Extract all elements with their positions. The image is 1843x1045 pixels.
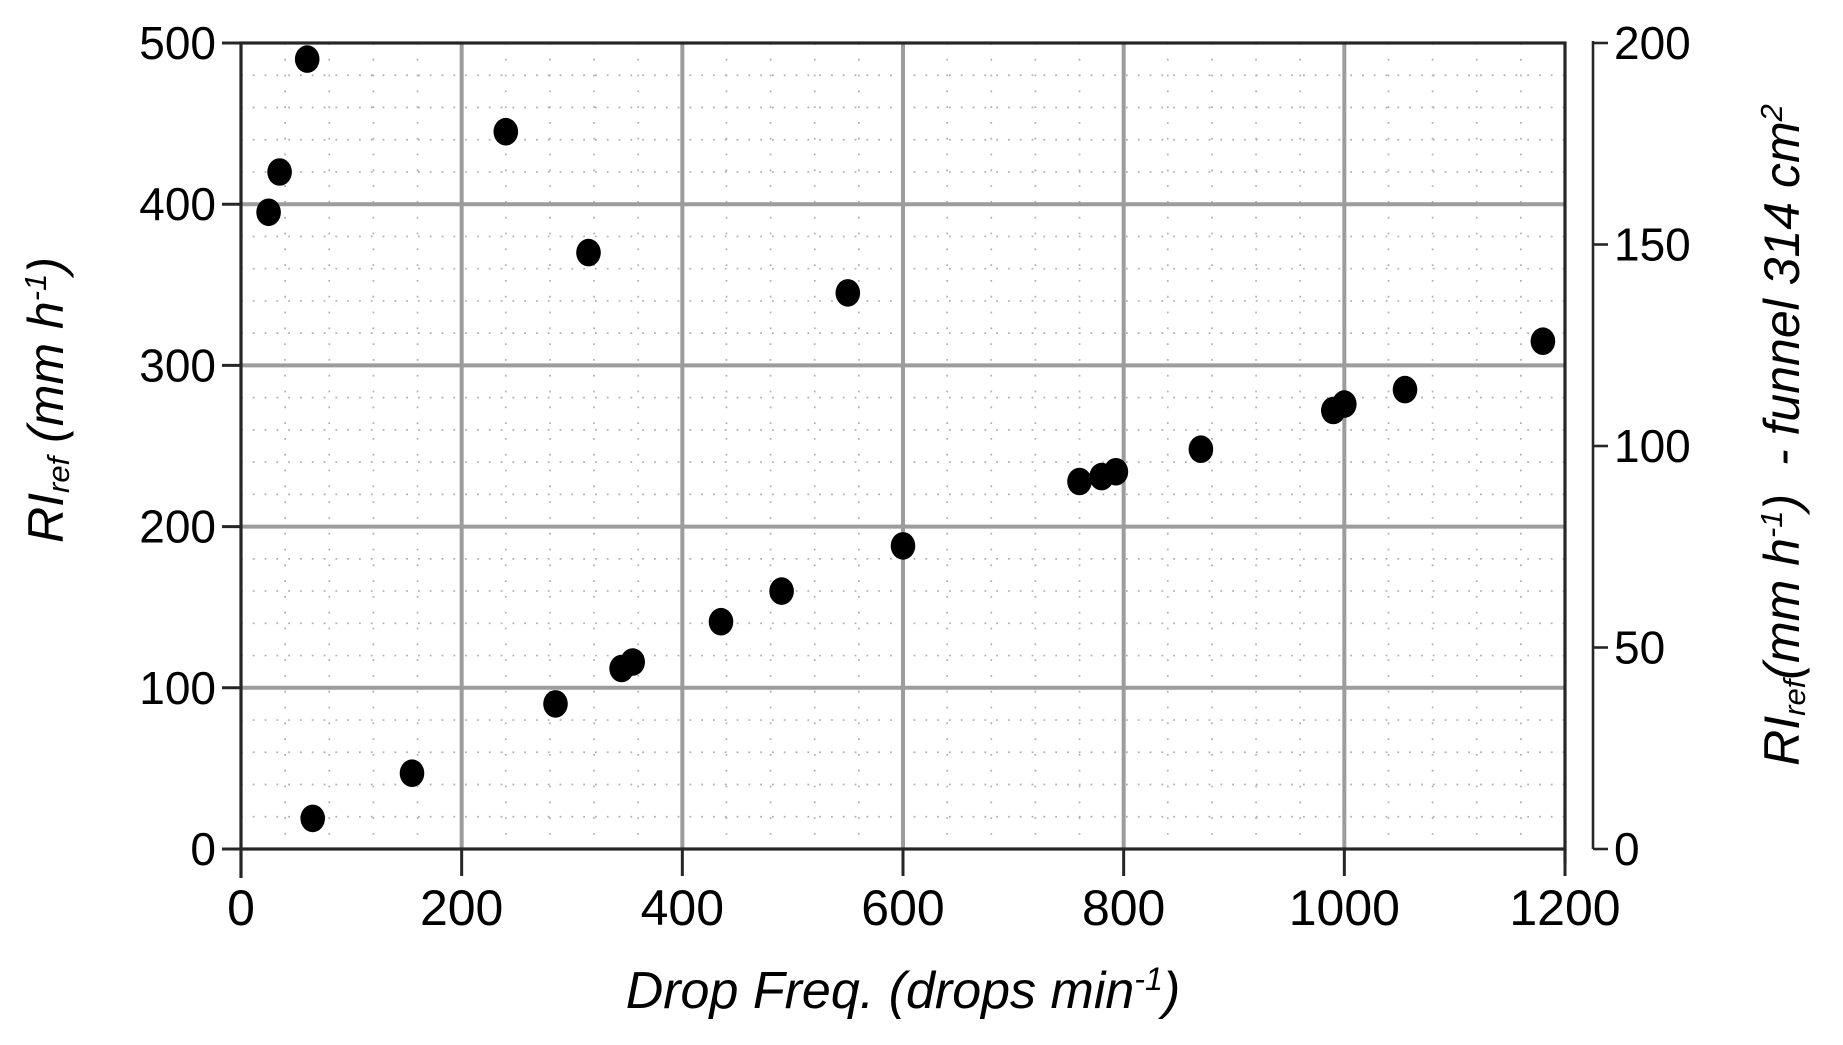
y-axis-title-right: RIref(mm h-1) - funnel 314 cm2 [1753, 23, 1813, 847]
svg-text:200: 200 [1614, 17, 1691, 69]
data-point [1103, 458, 1129, 486]
data-point [1332, 390, 1357, 418]
y-left-title-superscript: -1 [17, 273, 53, 302]
y-left-title-subscript: ref [40, 456, 76, 493]
svg-text:100: 100 [1614, 420, 1691, 472]
svg-text:50: 50 [1614, 622, 1665, 674]
svg-text:0: 0 [190, 823, 216, 875]
data-point [1530, 327, 1556, 356]
data-point [620, 648, 645, 676]
major-gridlines [241, 43, 1565, 849]
data-point [294, 45, 320, 73]
svg-text:1000: 1000 [1289, 880, 1400, 936]
svg-text:150: 150 [1614, 219, 1691, 271]
svg-text:0: 0 [227, 880, 255, 936]
data-point [256, 198, 281, 227]
data-point [890, 532, 916, 560]
x-title-text: Drop Freq. (drops min [625, 962, 1135, 1020]
data-point [769, 577, 794, 605]
y-right-title-subscript: ref [1776, 679, 1812, 716]
data-point [267, 158, 292, 186]
svg-text:400: 400 [641, 880, 724, 936]
svg-text:200: 200 [139, 501, 216, 553]
svg-text:400: 400 [139, 178, 216, 230]
y-left-title-units: (mm h [18, 301, 74, 457]
data-point [835, 279, 861, 307]
data-point [576, 238, 601, 267]
x-title-superscript: -1 [1134, 961, 1163, 998]
y-right-title-funnel: ) - funnel 314 cm [1754, 121, 1810, 511]
x-title-close: ) [1162, 962, 1181, 1020]
x-axis-tick-labels: 0 200 400 600 800 1000 1200 [227, 880, 1621, 936]
svg-text:100: 100 [139, 662, 216, 714]
data-point [399, 759, 425, 787]
y-left-title-text: RI [18, 492, 74, 543]
y-right-title-text: RI [1754, 715, 1810, 766]
y-right-title-superscript: -1 [1753, 510, 1789, 539]
plot-frame [222, 41, 1608, 878]
svg-text:500: 500 [139, 17, 216, 69]
y-axis-title-left: RIref (mm h-1) [17, 150, 77, 650]
data-point [300, 804, 326, 833]
svg-text:300: 300 [139, 339, 216, 391]
data-point [1392, 375, 1418, 404]
y-left-title-close: ) [18, 257, 74, 274]
y-axis-tick-labels-left: 0 100 200 300 400 500 [139, 17, 216, 875]
svg-text:0: 0 [1614, 823, 1640, 875]
y-right-title-superscript-2: 2 [1753, 104, 1789, 122]
data-point [1067, 467, 1092, 496]
data-point [708, 607, 734, 636]
svg-text:200: 200 [420, 880, 503, 936]
y-right-title-units: (mm h [1754, 538, 1810, 680]
x-axis-title: Drop Freq. (drops min-1) [241, 961, 1565, 1021]
data-point [493, 117, 519, 146]
svg-text:1200: 1200 [1509, 880, 1620, 936]
svg-text:800: 800 [1082, 880, 1165, 936]
data-point [543, 690, 568, 718]
data-point [1188, 435, 1214, 464]
y-axis-tick-labels-right: 0 50 100 150 200 [1614, 17, 1691, 875]
svg-text:600: 600 [861, 880, 944, 936]
data-points [256, 45, 1556, 833]
